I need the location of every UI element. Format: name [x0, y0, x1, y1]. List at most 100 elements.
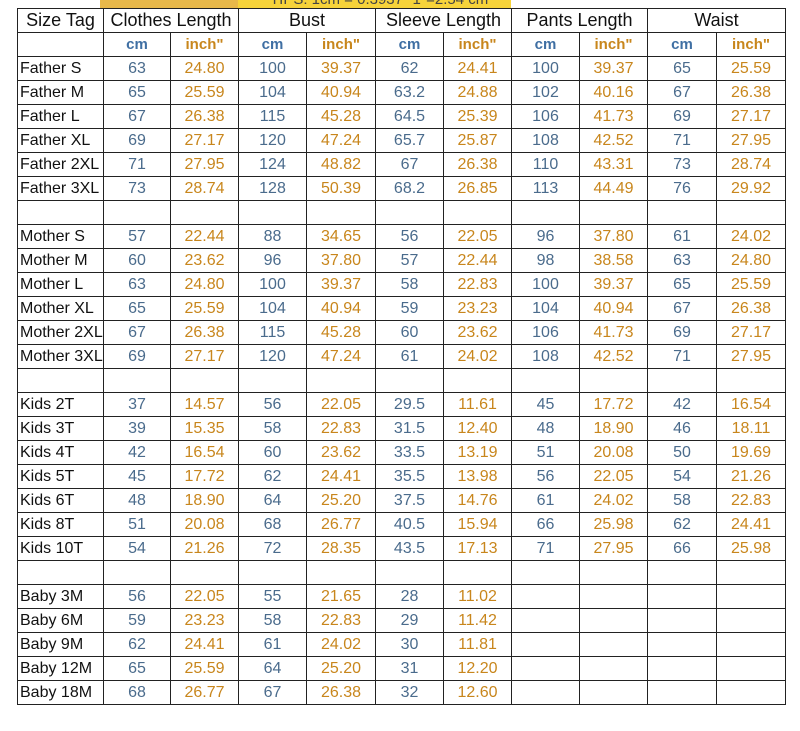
measure-cell: 11.61 [443, 392, 512, 417]
empty-cell [647, 656, 717, 681]
measure-cell: 26.38 [170, 320, 239, 345]
measure-cell: 25.59 [716, 56, 786, 81]
size-tag: Baby 6M [17, 608, 104, 633]
measure-cell: 20.08 [579, 440, 648, 465]
measure-cell: 120 [238, 344, 307, 369]
empty-cell [17, 32, 104, 57]
measure-cell: 128 [238, 176, 307, 201]
measure-cell: 29.5 [375, 392, 444, 417]
measure-cell: 60 [375, 320, 444, 345]
size-tag: Kids 8T [17, 512, 104, 537]
measure-cell: 25.98 [579, 512, 648, 537]
tips-text: TIPS: 1cm = 0.3937" 1"=2.54 cm [270, 0, 488, 8]
table-row: Mother M 60 23.62 96 37.80 57 22.44 98 38.58 63 24… [17, 248, 786, 273]
banner-band [238, 0, 511, 8]
measure-cell: 35.5 [375, 464, 444, 489]
measure-cell: 115 [238, 104, 307, 129]
measure-cell: 67 [375, 152, 444, 177]
measure-cell: 68 [103, 680, 171, 705]
measure-cell: 39.37 [579, 56, 648, 81]
measure-cell: 26.38 [306, 680, 376, 705]
measure-cell: 22.05 [306, 392, 376, 417]
measure-cell: 33.5 [375, 440, 444, 465]
measure-cell: 51 [103, 512, 171, 537]
measure-cell: 67 [647, 80, 717, 105]
measure-cell: 98 [511, 248, 580, 273]
measure-cell: 48 [511, 416, 580, 441]
size-tag: Father S [17, 56, 104, 81]
measure-cell: 120 [238, 128, 307, 153]
column-header: Clothes Length [103, 8, 239, 33]
empty-cell [170, 200, 239, 225]
measure-cell: 72 [238, 536, 307, 561]
measure-cell: 37 [103, 392, 171, 417]
measure-cell: 25.59 [170, 80, 239, 105]
empty-cell [716, 200, 786, 225]
empty-cell [306, 560, 376, 585]
measure-cell: 71 [103, 152, 171, 177]
measure-cell: 59 [375, 296, 444, 321]
measure-cell: 40.5 [375, 512, 444, 537]
measure-cell: 61 [647, 224, 717, 249]
measure-cell: 69 [103, 344, 171, 369]
measure-cell: 57 [103, 224, 171, 249]
measure-cell: 57 [375, 248, 444, 273]
empty-cell [103, 368, 171, 393]
empty-cell [579, 608, 648, 633]
measure-cell: 11.42 [443, 608, 512, 633]
measure-cell: 71 [511, 536, 580, 561]
measure-cell: 22.83 [443, 272, 512, 297]
measure-cell: 65 [103, 656, 171, 681]
measure-cell: 27.17 [170, 344, 239, 369]
measure-cell: 104 [238, 296, 307, 321]
measure-cell: 42 [103, 440, 171, 465]
measure-cell: 65 [647, 56, 717, 81]
measure-cell: 37.5 [375, 488, 444, 513]
empty-cell [579, 368, 648, 393]
measure-cell: 40.94 [306, 80, 376, 105]
empty-cell [443, 560, 512, 585]
measure-cell: 37.80 [306, 248, 376, 273]
measure-cell: 58 [238, 416, 307, 441]
empty-cell [579, 632, 648, 657]
empty-cell [716, 584, 786, 609]
measure-cell: 124 [238, 152, 307, 177]
measure-cell: 39.37 [306, 272, 376, 297]
measure-cell: 31 [375, 656, 444, 681]
measure-cell: 21.26 [716, 464, 786, 489]
measure-cell: 28.35 [306, 536, 376, 561]
unit-label: inch" [579, 32, 648, 57]
measure-cell: 29.92 [716, 176, 786, 201]
size-tag: Kids 10T [17, 536, 104, 561]
measure-cell: 23.23 [170, 608, 239, 633]
table-row: Mother 3XL 69 27.17 120 47.24 61 24.02 108 42.52… [17, 344, 786, 369]
empty-cell [511, 632, 580, 657]
measure-cell: 44.49 [579, 176, 648, 201]
measure-cell: 108 [511, 128, 580, 153]
empty-cell [579, 200, 648, 225]
size-tag: Father XL [17, 128, 104, 153]
table-row: Mother XL 65 25.59 104 40.94 59 23.23 104 40.94 6… [17, 296, 786, 321]
measure-cell: 22.83 [306, 608, 376, 633]
measure-cell: 64 [238, 488, 307, 513]
measure-cell: 24.80 [170, 272, 239, 297]
measure-cell: 41.73 [579, 104, 648, 129]
measure-cell: 65 [103, 80, 171, 105]
measure-cell: 26.38 [443, 152, 512, 177]
measure-cell: 25.59 [716, 272, 786, 297]
table-row: Baby 12M 65 25.59 64 25.20 31 12.20 [17, 656, 786, 681]
measure-cell: 12.20 [443, 656, 512, 681]
measure-cell: 38.58 [579, 248, 648, 273]
size-tag: Kids 3T [17, 416, 104, 441]
measure-cell: 62 [103, 632, 171, 657]
measure-cell: 27.95 [170, 152, 239, 177]
empty-cell [511, 200, 580, 225]
measure-cell: 24.80 [716, 248, 786, 273]
measure-cell: 45 [511, 392, 580, 417]
measure-cell: 108 [511, 344, 580, 369]
measure-cell: 43.31 [579, 152, 648, 177]
measure-cell: 68.2 [375, 176, 444, 201]
column-header: Waist [647, 8, 786, 33]
measure-cell: 24.41 [306, 464, 376, 489]
measure-cell: 25.98 [716, 536, 786, 561]
